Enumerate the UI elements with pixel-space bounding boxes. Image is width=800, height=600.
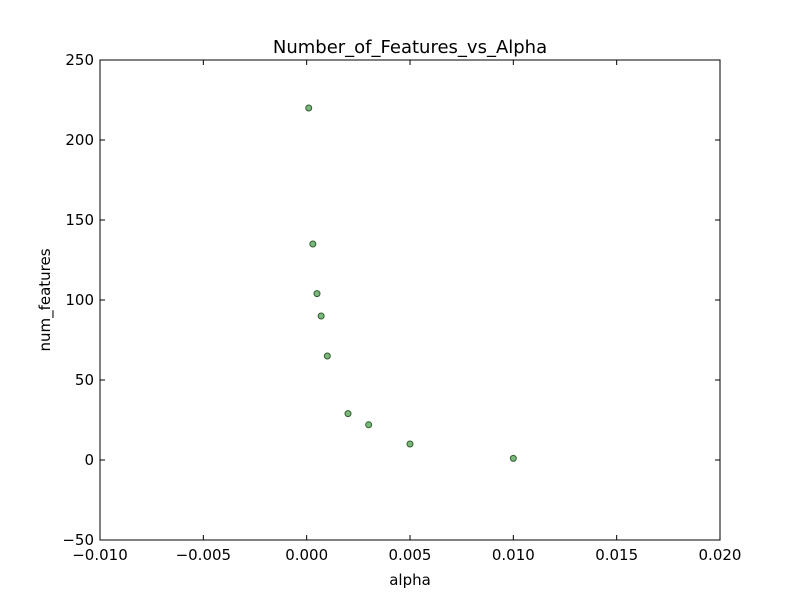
x-axis-label: alpha <box>389 571 431 589</box>
data-point <box>305 104 313 112</box>
x-tick-label: 0.000 <box>285 546 328 564</box>
data-point <box>317 312 325 320</box>
data-point <box>323 352 331 360</box>
x-tick-label: 0.015 <box>595 546 638 564</box>
data-point <box>309 240 317 248</box>
y-axis-label: num_features <box>36 248 55 351</box>
x-tick-label: −0.010 <box>72 546 128 564</box>
y-tick-label: −50 <box>62 531 94 549</box>
x-tick-label: −0.005 <box>176 546 232 564</box>
x-axis: −0.010 −0.005 0.000 0.005 0.010 0.015 0.020 <box>72 60 741 564</box>
y-tick-label: 250 <box>65 51 94 69</box>
y-tick-label: 50 <box>75 371 94 389</box>
y-tick-label: 0 <box>84 451 94 469</box>
data-point <box>365 421 373 429</box>
y-tick-label: 100 <box>65 291 94 309</box>
data-points <box>305 104 517 462</box>
x-tick-label: 0.010 <box>492 546 535 564</box>
data-point <box>313 290 321 298</box>
y-tick-label: 150 <box>65 211 94 229</box>
data-point <box>344 410 352 418</box>
chart-title: Number_of_Features_vs_Alpha <box>273 37 547 58</box>
data-point <box>406 440 414 448</box>
y-tick-label: 200 <box>65 131 94 149</box>
x-tick-label: 0.020 <box>699 546 742 564</box>
data-point <box>509 454 517 462</box>
plot-area <box>99 59 721 541</box>
x-tick-label: 0.005 <box>389 546 432 564</box>
y-axis: −50 0 50 100 150 200 250 <box>62 51 720 549</box>
